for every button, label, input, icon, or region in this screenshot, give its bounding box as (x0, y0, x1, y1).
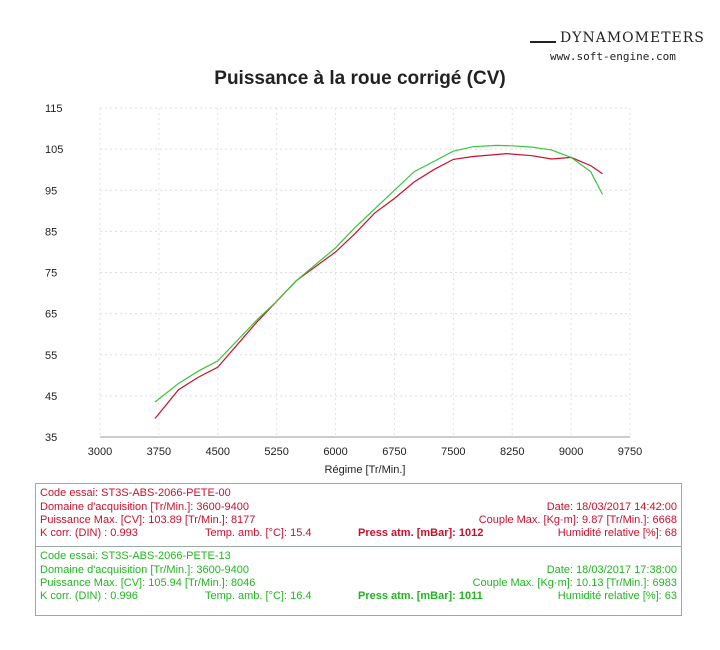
test-domain: Domaine d'acquisition [Tr/Min.]: 3600-94… (40, 564, 249, 576)
test-press: Press atm. [mBar]: 1011 (358, 590, 483, 602)
test-date: Date: 18/03/2017 17:38:00 (546, 564, 677, 576)
test-info-green: Code essai: ST3S-ABS-2066-PETE-13 Domain… (35, 546, 682, 616)
test-max-torque: Couple Max. [Kg·m]: 9.87 [Tr/Min.]: 6668 (478, 514, 677, 526)
x-axis-label: Régime [Tr/Min.] (325, 464, 406, 476)
y-tick-label: 95 (45, 185, 57, 197)
test-temp: Temp. amb. [°C]: 16.4 (205, 590, 312, 602)
chart-title: Puissance à la roue corrigé (CV) (214, 68, 506, 89)
logo-url: www.soft-engine.com (550, 50, 676, 63)
y-tick-label: 35 (45, 432, 57, 444)
x-tick-label: 9000 (559, 446, 583, 458)
power-series-2 (154, 144, 604, 403)
x-tick-label: 9750 (618, 446, 642, 458)
x-tick-label: 6750 (382, 446, 406, 458)
x-tick-label: 6000 (323, 446, 347, 458)
test-code: Code essai: ST3S-ABS-2066-PETE-13 (40, 550, 231, 562)
test-kcorr: K corr. (DIN) : 0.996 (40, 590, 138, 602)
test-press: Press atm. [mBar]: 1012 (358, 527, 484, 539)
y-tick-label: 55 (45, 350, 57, 362)
y-tick-label: 105 (45, 144, 63, 156)
test-humidity: Humidité relative [%]: 63 (557, 590, 677, 602)
y-tick-label: 65 (45, 309, 57, 321)
x-tick-label: 3750 (147, 446, 171, 458)
y-tick-label: 85 (45, 226, 57, 238)
power-series-1 (154, 152, 603, 419)
test-max-power: Puissance Max. [CV]: 103.89 [Tr/Min.]: 8… (40, 514, 256, 526)
x-tick-label: 5250 (264, 446, 288, 458)
x-tick-label: 8250 (500, 446, 524, 458)
test-humidity: Humidité relative [%]: 68 (557, 527, 677, 539)
logo-brand: DYNAMOMETERS (530, 30, 705, 46)
x-tick-label: 7500 (441, 446, 465, 458)
test-max-power: Puissance Max. [CV]: 105.94 [Tr/Min.]: 8… (40, 577, 256, 589)
test-info-red: Code essai: ST3S-ABS-2066-PETE-00 Domain… (35, 483, 682, 547)
test-code: Code essai: ST3S-ABS-2066-PETE-00 (40, 487, 231, 499)
test-max-torque: Couple Max. [Kg·m]: 10.13 [Tr/Min.]: 698… (472, 577, 677, 589)
test-temp: Temp. amb. [°C]: 15.4 (205, 527, 312, 539)
y-tick-label: 115 (45, 103, 63, 115)
power-chart: 115 105 95 85 75 65 55 45 35 3000 3750 4500 5250 6000… (45, 103, 642, 476)
x-tick-label: 3000 (88, 446, 112, 458)
test-kcorr: K corr. (DIN) : 0.993 (40, 527, 138, 539)
test-date: Date: 18/03/2017 14:42:00 (546, 501, 677, 513)
y-tick-label: 75 (45, 268, 57, 280)
y-tick-label: 45 (45, 391, 57, 403)
test-domain: Domaine d'acquisition [Tr/Min.]: 3600-94… (40, 501, 249, 513)
x-tick-label: 4500 (206, 446, 230, 458)
